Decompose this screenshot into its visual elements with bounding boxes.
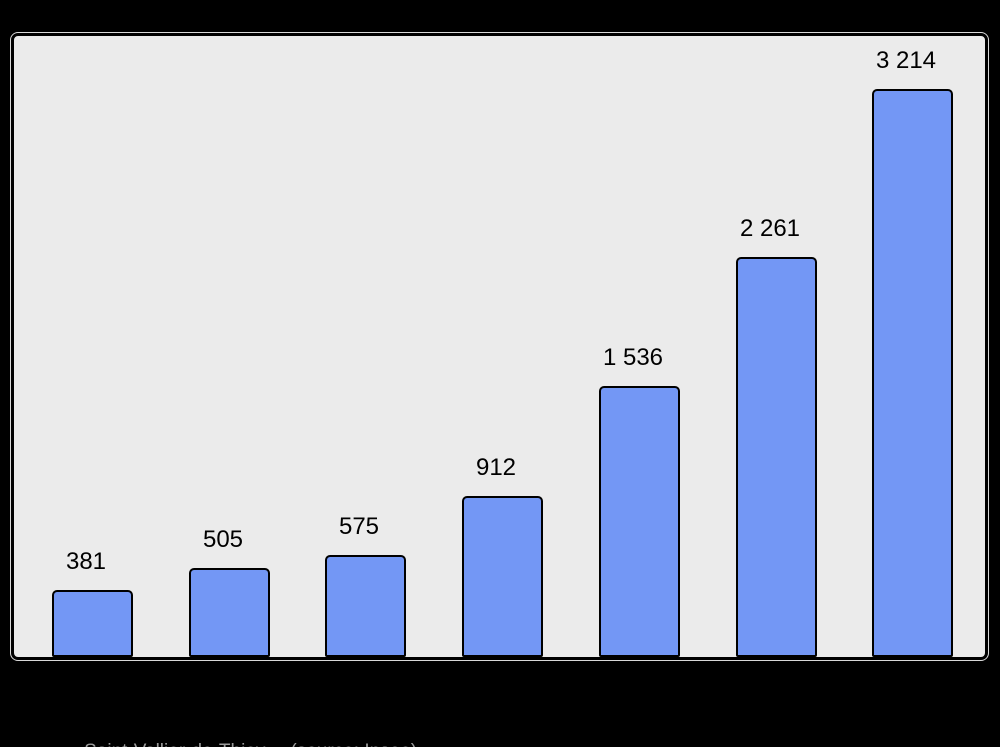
bar — [325, 555, 406, 657]
bar — [736, 257, 817, 657]
caption-commune: Saint-Vallier-de-Thiey — [84, 741, 265, 747]
chart-frame: 381 505 575 912 1 536 2 261 3 214 — [11, 33, 988, 660]
bar-value-label: 912 — [475, 454, 517, 481]
bar-value-label: 381 — [65, 548, 107, 575]
bar-value-label: 3 214 — [875, 47, 937, 74]
bar — [872, 89, 953, 657]
plot-area: 381 505 575 912 1 536 2 261 3 214 — [14, 36, 985, 657]
bar — [52, 590, 133, 657]
bar — [189, 568, 270, 657]
bar-value-label: 1 536 — [602, 344, 664, 371]
bar — [462, 496, 543, 657]
bar-value-label: 575 — [338, 513, 380, 540]
bar-value-label: 505 — [202, 526, 244, 553]
bar-value-label: 2 261 — [739, 215, 801, 242]
caption-source: (source: Insee) — [290, 741, 417, 747]
bar — [599, 386, 680, 657]
chart-caption: Saint-Vallier-de-Thiey (source: Insee) — [63, 719, 417, 747]
